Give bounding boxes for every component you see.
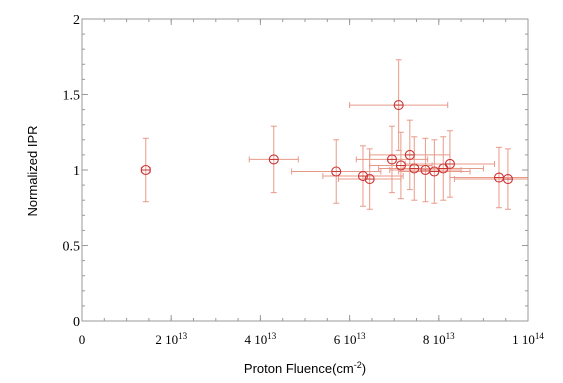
x-tick-label-base-4: 8 10 xyxy=(423,332,446,347)
markers-group xyxy=(140,100,513,185)
x-axis-title-close: ) xyxy=(362,361,366,376)
x-tick-label-base-0: 0 xyxy=(79,332,86,347)
x-tick-label-3: 6 1013 xyxy=(334,331,366,347)
x-tick-label-0: 0 xyxy=(79,332,86,347)
y-axis-title: Normalized IPR xyxy=(25,125,40,216)
y-tick-label-4: 2 xyxy=(73,13,80,28)
x-tick-label-exponent-2: 13 xyxy=(267,331,277,341)
y-tick-label-2: 1 xyxy=(73,164,80,179)
x-tick-label-base-3: 6 10 xyxy=(334,332,357,347)
x-tick-label-5: 1 1014 xyxy=(512,331,544,347)
x-tick-label-1: 2 1013 xyxy=(155,331,187,347)
x-tick-label-base-5: 1 10 xyxy=(512,332,535,347)
x-tick-label-exponent-4: 13 xyxy=(446,331,456,341)
y-axis-ticks: 0 0.5 1 1.5 2 xyxy=(63,13,528,330)
errorbars-group xyxy=(140,59,529,210)
y-tick-label-1: 0.5 xyxy=(63,240,81,255)
x-tick-label-exponent-3: 13 xyxy=(356,331,366,341)
y-tick-label-0: 0 xyxy=(73,315,80,330)
x-tick-label-base-1: 2 10 xyxy=(155,332,178,347)
x-axis-title: Proton Fluence(cm-2) xyxy=(244,360,366,376)
x-tick-label-base-2: 4 10 xyxy=(245,332,268,347)
x-axis-title-exponent: -2 xyxy=(354,360,362,370)
x-tick-label-2: 4 1013 xyxy=(245,331,277,347)
y-tick-label-3: 1.5 xyxy=(63,89,81,104)
x-axis-title-main: Proton Fluence(cm xyxy=(244,361,354,376)
x-tick-label-4: 8 1013 xyxy=(423,331,455,347)
x-tick-label-exponent-1: 13 xyxy=(178,331,188,341)
x-tick-label-exponent-5: 14 xyxy=(535,331,545,341)
